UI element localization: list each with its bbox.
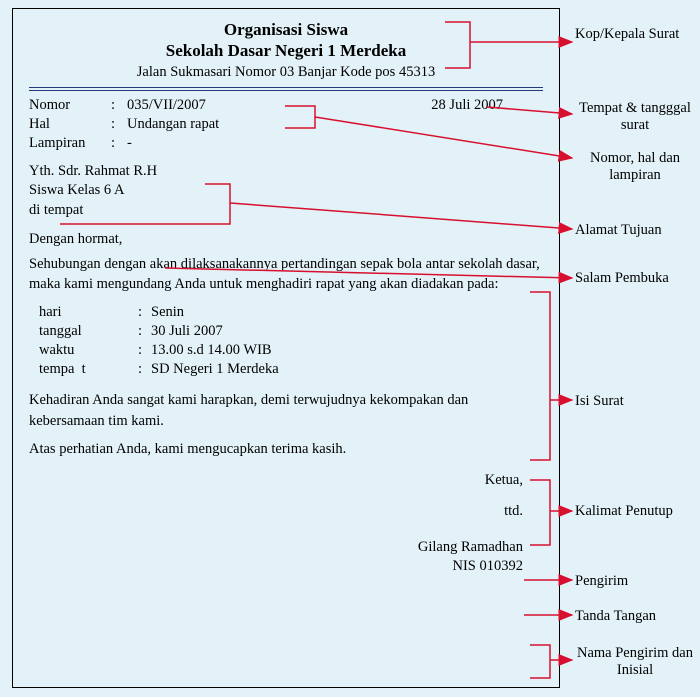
sender-name: Gilang Ramadhan — [418, 539, 523, 555]
annot-pengirim: Pengirim — [575, 573, 628, 590]
org-name-1: Organisasi Siswa — [29, 19, 543, 40]
org-name-2: Sekolah Dasar Negeri 1 Merdeka — [29, 40, 543, 61]
closing-paragraph-1: Kehadiran Anda sangat kami harapkan, dem… — [29, 390, 543, 431]
detail-label: hari — [39, 304, 129, 321]
detail-label: tempa t — [39, 361, 129, 378]
detail-label: tanggal — [39, 323, 129, 340]
body-paragraph: Sehubungan dengan akan dilaksanakannya p… — [29, 254, 543, 295]
annot-kop: Kop/Kepala Surat — [575, 26, 679, 43]
nomor-label: Nomor — [29, 97, 111, 114]
recipient-line: di tempat — [29, 201, 543, 221]
org-address: Jalan Sukmasari Nomor 03 Banjar Kode pos… — [29, 64, 543, 81]
annot-isi: Isi Surat — [575, 393, 624, 410]
letterhead: Organisasi Siswa Sekolah Dasar Negeri 1 … — [29, 19, 543, 81]
annot-salam: Salam Pembuka — [575, 270, 669, 287]
detail-value: 13.00 s.d 14.00 WIB — [151, 342, 272, 359]
recipient-block: Yth. Sdr. Rahmat R.H Siswa Kelas 6 A di … — [29, 162, 543, 221]
annot-tujuan: Alamat Tujuan — [575, 222, 662, 239]
annot-tempat: Tempat & tangggal surat — [575, 100, 695, 135]
recipient-line: Siswa Kelas 6 A — [29, 181, 543, 201]
recipient-line: Yth. Sdr. Rahmat R.H — [29, 162, 543, 182]
divider — [29, 87, 543, 88]
detail-value: SD Negeri 1 Merdeka — [151, 361, 279, 378]
salutation: Dengan hormat, — [29, 230, 543, 250]
annot-ttd: Tanda Tangan — [575, 608, 656, 625]
nomor-value: 035/VII/2007 — [127, 97, 219, 114]
nomor-row: Nomor : 035/VII/2007 — [29, 97, 219, 114]
annot-namapengirim: Nama Pengirim dan Inisial — [575, 645, 695, 680]
sender-role: Ketua, — [29, 472, 523, 489]
detail-value: Senin — [151, 304, 184, 321]
closing-paragraph-2: Atas perhatian Anda, kami mengucapkan te… — [29, 441, 543, 458]
sender-nis: NIS 010392 — [453, 558, 524, 574]
meeting-details: hari:Senin tanggal:30 Juli 2007 waktu:13… — [39, 304, 543, 378]
lampiran-label: Lampiran — [29, 135, 111, 152]
lampiran-row: Lampiran : - — [29, 135, 219, 152]
signature-mark: ttd. — [29, 503, 523, 520]
annot-penutup: Kalimat Penutup — [575, 503, 673, 520]
letter-document: Organisasi Siswa Sekolah Dasar Negeri 1 … — [12, 8, 560, 688]
detail-label: waktu — [39, 342, 129, 359]
detail-value: 30 Juli 2007 — [151, 323, 223, 340]
hal-value: Undangan rapat — [127, 116, 219, 133]
hal-row: Hal : Undangan rapat — [29, 116, 219, 133]
sender-name-block: Gilang Ramadhan NIS 010392 — [29, 538, 523, 576]
lampiran-value: - — [127, 135, 219, 152]
hal-label: Hal — [29, 116, 111, 133]
letter-date: 28 Juli 2007 — [431, 97, 503, 152]
annot-nomor: Nomor, hal dan lampiran — [575, 150, 695, 185]
